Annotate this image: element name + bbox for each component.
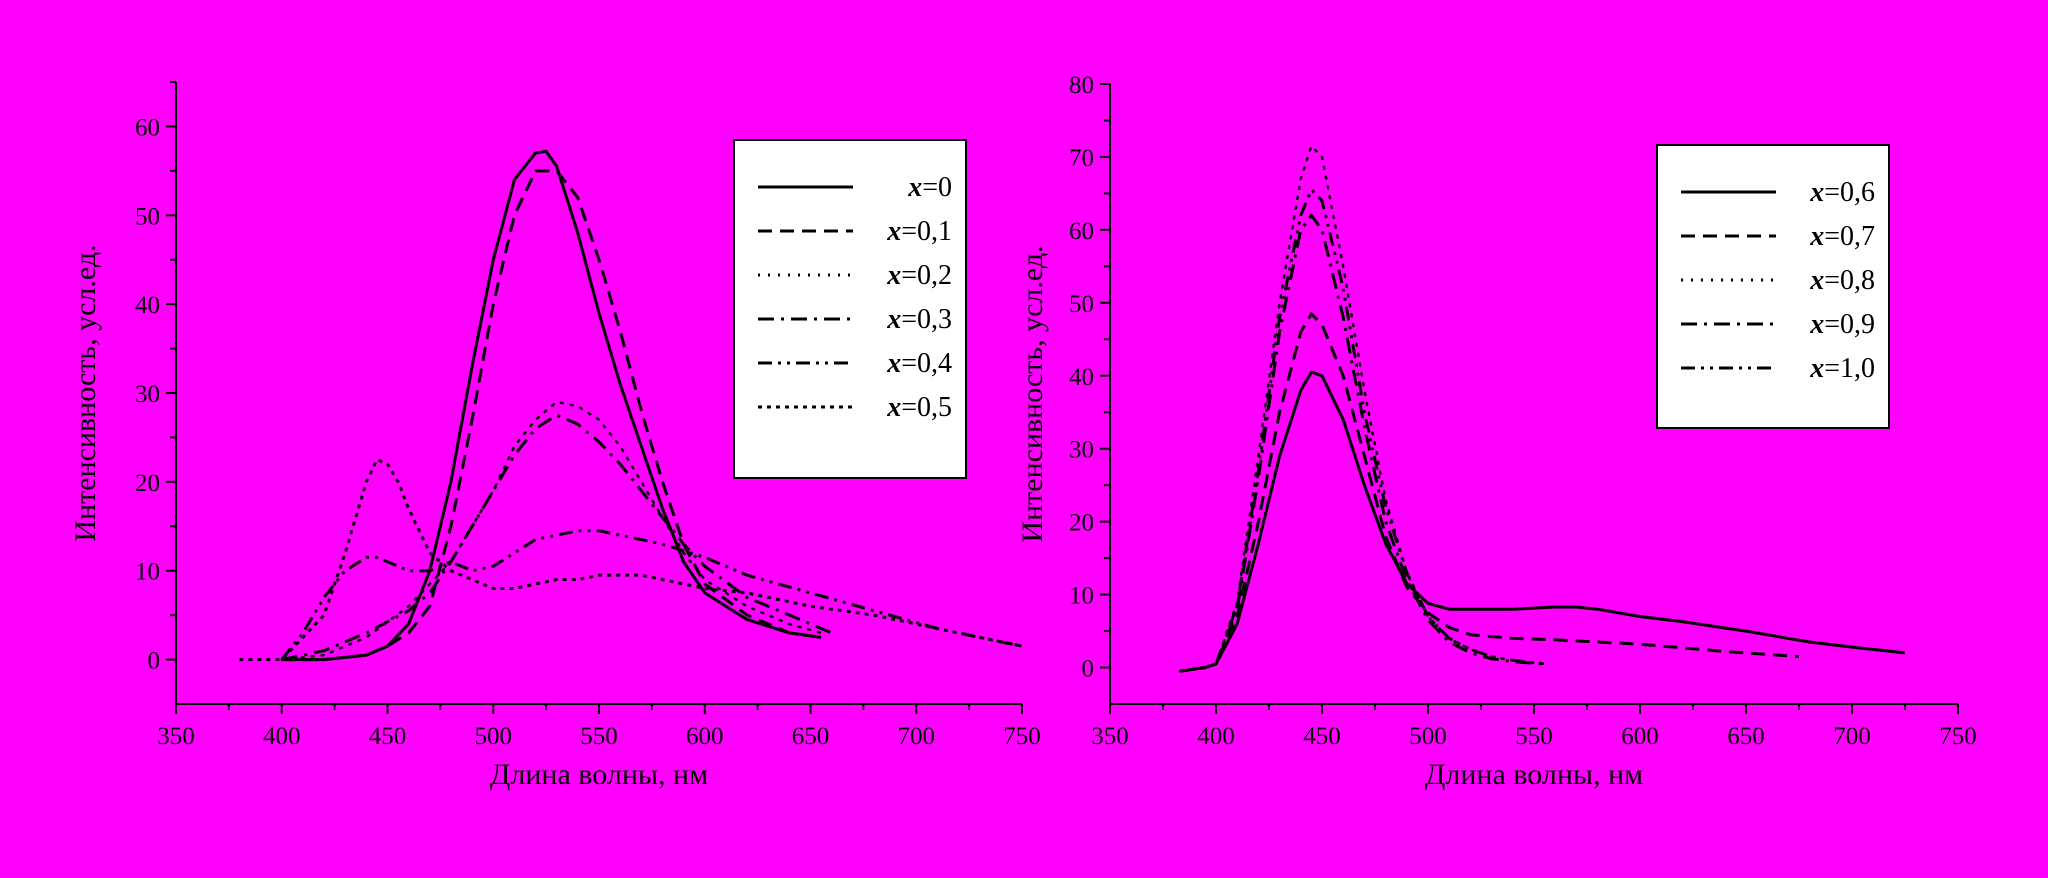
legend: x=0,6 x=0,7 x=0,8 x=0,9 x=1,0 — [1656, 144, 1890, 429]
legend-label: x=0,9 — [1809, 309, 1875, 340]
legend-label: x=1,0 — [1809, 353, 1875, 384]
y-tick-label: 40 — [135, 292, 160, 319]
series-line-x0-9 — [1179, 213, 1545, 673]
y-tick-label: 60 — [1069, 218, 1094, 245]
legend-label: x=0 — [907, 172, 952, 203]
series-line-x0 — [281, 149, 822, 662]
x-tick-label: 450 — [369, 723, 407, 750]
legend-label: x=0,7 — [1809, 221, 1875, 252]
y-tick-label: 50 — [1069, 291, 1094, 318]
series-line-x0-3 — [281, 413, 833, 662]
x-tick-label: 550 — [580, 723, 618, 750]
x-tick-label: 500 — [475, 723, 513, 750]
x-tick-label: 600 — [1621, 723, 1659, 750]
y-tick-label: 70 — [1069, 145, 1094, 172]
legend-label: x=0,4 — [886, 348, 952, 379]
x-axis-label: Длина волны, нм — [490, 758, 708, 791]
x-tick-label: 400 — [1197, 723, 1235, 750]
x-axis-label: Длина волны, нм — [1425, 758, 1643, 791]
x-tick-label: 400 — [263, 723, 301, 750]
x-tick-label: 750 — [1939, 723, 1977, 750]
y-tick-label: 0 — [148, 648, 161, 675]
legend-label: x=0,6 — [1809, 177, 1875, 208]
series-line-x0-4 — [280, 529, 1023, 661]
y-tick-label: 80 — [1069, 72, 1094, 99]
y-tick-label: 30 — [135, 381, 160, 408]
y-tick-label: 10 — [135, 559, 160, 586]
x-tick-label: 450 — [1303, 723, 1341, 750]
x-tick-label: 650 — [792, 723, 830, 750]
series-line-x0-7 — [1179, 312, 1800, 673]
series-line-x0-1 — [281, 169, 822, 662]
legend-box — [733, 139, 967, 479]
y-axis-label: Интенсивность, усл.ед. — [69, 244, 102, 541]
y-tick-label: 50 — [135, 203, 160, 230]
legend-label: x=0,8 — [1809, 265, 1875, 296]
chart-1: 350 400 450 500 550 600 650 700 750 0 10 20 30 40 50 60… — [69, 81, 1041, 791]
legend-label: x=0,1 — [886, 216, 952, 247]
x-tick-label: 350 — [1091, 723, 1129, 750]
legend-label: x=0,3 — [886, 304, 952, 335]
x-tick-label: 650 — [1727, 723, 1765, 750]
chart-2: 350 400 450 500 550 600 650 700 750 0 10 20 30 40 50 60… — [1016, 72, 1977, 791]
x-tick-label: 700 — [1833, 723, 1871, 750]
legend-label: x=0,5 — [886, 392, 952, 423]
y-tick-label: 40 — [1069, 364, 1094, 391]
y-tick-label: 0 — [1082, 656, 1095, 683]
y-tick-label: 20 — [135, 470, 160, 497]
x-tick-label: 500 — [1409, 723, 1447, 750]
series-line-x1-0 — [1179, 188, 1545, 673]
y-axis-label: Интенсивность, усл.ед. — [1016, 245, 1049, 542]
x-tick-label: 700 — [898, 723, 936, 750]
series-line-x0-2 — [280, 400, 823, 661]
y-tick-label: 60 — [135, 114, 160, 141]
x-tick-label: 600 — [686, 723, 724, 750]
x-tick-label: 350 — [157, 723, 195, 750]
y-tick-label: 10 — [1069, 583, 1094, 610]
legend-label: x=0,2 — [886, 260, 952, 291]
y-tick-label: 30 — [1069, 437, 1094, 464]
y-tick-label: 20 — [1069, 510, 1094, 537]
x-tick-label: 550 — [1515, 723, 1553, 750]
x-tick-label: 750 — [1003, 723, 1041, 750]
legend: x=0 x=0,1 x=0,2 x=0,3 x=0,4 x=0,5 — [733, 139, 967, 479]
series-line-x0-5 — [239, 458, 1023, 662]
